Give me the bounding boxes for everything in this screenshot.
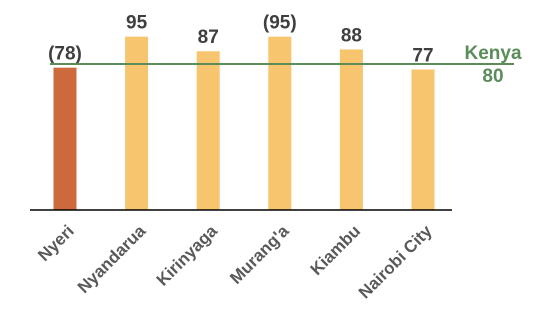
value-label: 87 (198, 27, 219, 48)
value-labels-group: (78) 95 87 (95) 88 77 (48, 13, 433, 67)
value-label: 95 (126, 13, 148, 34)
bar-kiambu (339, 49, 363, 210)
value-label: 88 (341, 25, 362, 46)
bar-nairobi-city (411, 69, 435, 210)
value-label: (78) (48, 44, 82, 65)
reference-label: Kenya (464, 43, 521, 64)
value-label: (95) (263, 13, 297, 34)
category-label: Nyandarua (74, 221, 150, 297)
category-label: Kirinyaga (153, 221, 222, 290)
value-label: 77 (412, 45, 433, 66)
bars-group (53, 36, 435, 211)
bar-kirinyaga (196, 51, 220, 210)
bar-murang-a (268, 36, 292, 211)
reference-value-label: 80 (482, 66, 503, 87)
category-label: Murang'a (226, 221, 293, 288)
bar-nyeri (53, 67, 77, 210)
category-label: Nyeri (34, 221, 78, 265)
bar-nyandarua (125, 36, 149, 211)
category-label: Kiambu (307, 221, 365, 279)
category-label: Nairobi City (355, 221, 436, 302)
